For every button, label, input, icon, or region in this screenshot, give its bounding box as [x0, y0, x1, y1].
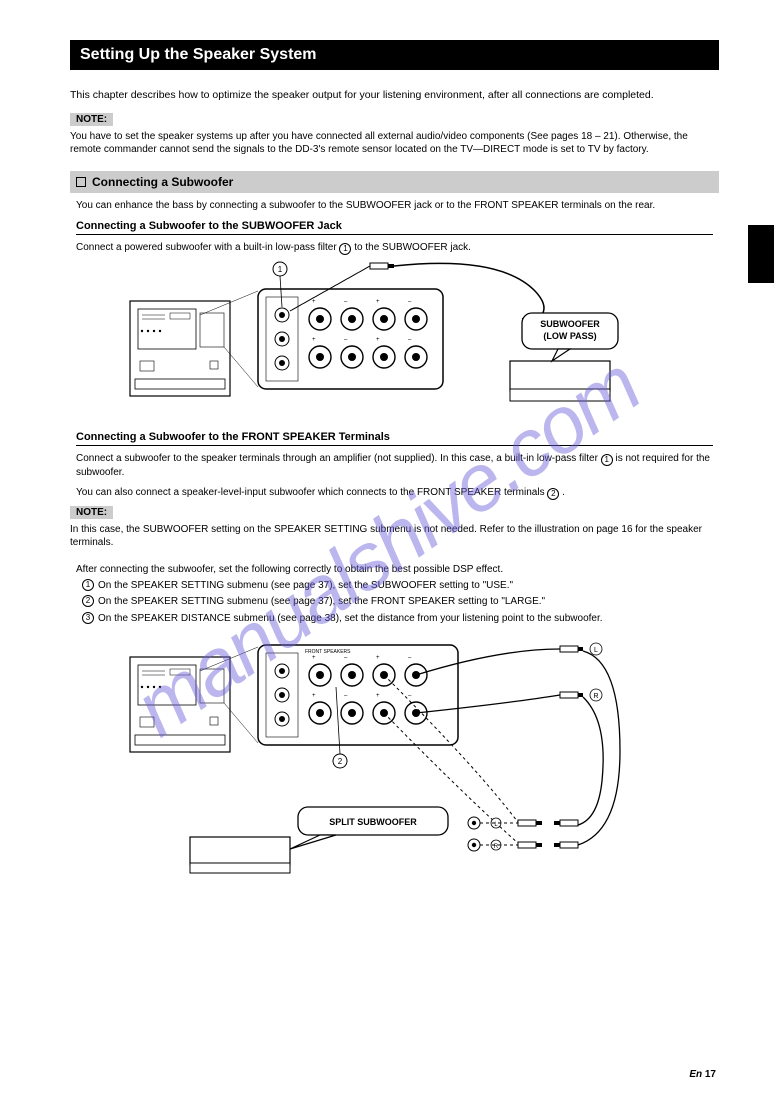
section-band: Connecting a Subwoofer	[70, 171, 719, 193]
svg-text:+: +	[312, 337, 316, 343]
page-num: 17	[705, 1069, 716, 1080]
after-n3: 3	[82, 612, 94, 624]
fig2-split-label: SPLIT SUBWOOFER	[329, 817, 417, 827]
svg-text:+: +	[312, 693, 316, 699]
figure-1-svg: +–+– +–+– 1 SUBW	[80, 261, 640, 421]
svg-text:+: +	[312, 655, 316, 661]
page-label: En	[689, 1069, 702, 1080]
sa-suffix: to the SUBWOOFER jack.	[354, 242, 471, 253]
after-item-3: 3 On the SPEAKER DISTANCE submenu (see p…	[82, 612, 713, 626]
fig2-circ: 2	[338, 757, 343, 766]
after-box-intro: After connecting the subwoofer, set the …	[76, 564, 713, 575]
sb-l1p: Connect a subwoofer to the speaker termi…	[76, 453, 601, 464]
sb-l2p: You can also connect a speaker-level-inp…	[76, 487, 547, 498]
after-n2: 2	[82, 595, 94, 607]
after-item-1: 1 On the SPEAKER SETTING submenu (see pa…	[82, 579, 713, 593]
fig2-R-top: R	[593, 693, 598, 700]
section-b-title: Connecting a Subwoofer to the FRONT SPEA…	[76, 431, 713, 446]
note-body-1: You have to set the speaker systems up a…	[70, 130, 719, 157]
fig1-label1: SUBWOOFER	[540, 319, 600, 329]
after-n1: 1	[82, 579, 94, 591]
sb-l2s: .	[562, 487, 565, 498]
circled-1-b: 1	[601, 454, 613, 466]
svg-text:+: +	[312, 299, 316, 305]
intro-text: This chapter describes how to optimize t…	[70, 88, 719, 103]
svg-text:FRONT SPEAKERS: FRONT SPEAKERS	[305, 649, 351, 655]
band-title: Connecting a Subwoofer	[92, 175, 233, 189]
square-icon	[76, 177, 86, 187]
after-t3: On the SPEAKER DISTANCE submenu (see pag…	[98, 612, 603, 626]
svg-text:+: +	[376, 693, 380, 699]
svg-text:+: +	[376, 337, 380, 343]
figure-2-svg: +–+– +–+– FRONT SPEAKERS L R 2	[80, 631, 640, 881]
fig2-L-top: L	[594, 647, 598, 654]
after-item-2: 2 On the SPEAKER SETTING submenu (see pa…	[82, 595, 713, 609]
after-t2: On the SPEAKER SETTING submenu (see page…	[98, 595, 545, 609]
section-b-l1: Connect a subwoofer to the speaker termi…	[76, 452, 713, 480]
band-subtext: You can enhance the bass by connecting a…	[76, 199, 713, 213]
circled-1-a: 1	[339, 243, 351, 255]
page-title-bar: Setting Up the Speaker System	[70, 40, 719, 70]
fig1-label2: (LOW PASS)	[543, 331, 596, 341]
page-number: En 17	[689, 1069, 716, 1080]
page: Setting Up the Speaker System This chapt…	[0, 0, 774, 921]
figure-2: +–+– +–+– FRONT SPEAKERS L R 2	[80, 631, 709, 881]
figure-1: +–+– +–+– 1 SUBW	[80, 261, 709, 421]
fig1-circ: 1	[278, 265, 283, 274]
note-label-1: NOTE:	[70, 113, 113, 126]
after-t1: On the SPEAKER SETTING submenu (see page…	[98, 579, 513, 593]
section-b-l2: You can also connect a speaker-level-inp…	[76, 486, 713, 500]
page-title: Setting Up the Speaker System	[80, 46, 317, 63]
circled-2-b: 2	[547, 488, 559, 500]
svg-text:+: +	[376, 299, 380, 305]
section-a-body: Connect a powered subwoofer with a built…	[76, 241, 713, 255]
note-label-2: NOTE:	[70, 506, 113, 519]
section-a-title: Connecting a Subwoofer to the SUBWOOFER …	[76, 220, 713, 235]
note-body-2: In this case, the SUBWOOFER setting on t…	[70, 523, 719, 550]
svg-text:+: +	[376, 655, 380, 661]
sa-prefix: Connect a powered subwoofer with a built…	[76, 242, 339, 253]
